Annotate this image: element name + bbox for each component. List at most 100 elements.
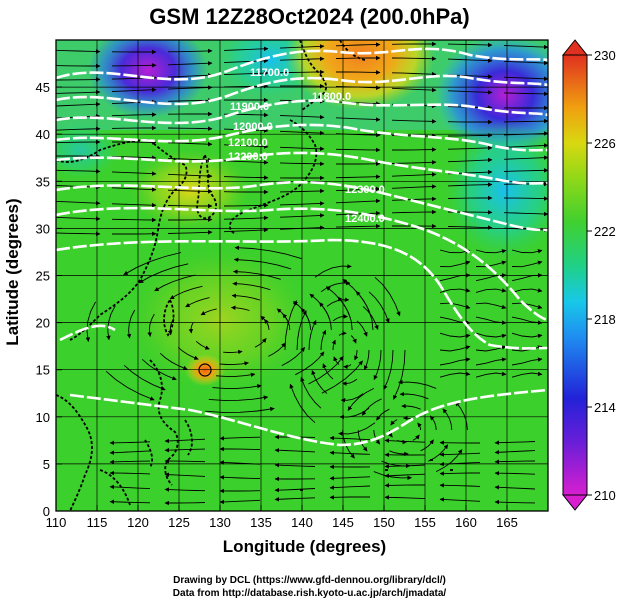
streamline — [309, 293, 331, 320]
streamline — [455, 401, 468, 431]
streamline — [511, 249, 543, 254]
streamline — [177, 346, 199, 360]
streamline — [308, 319, 317, 351]
y-axis-label: Latitude (degrees) — [3, 198, 22, 346]
streamline — [167, 73, 213, 78]
x-tick-label: 165 — [496, 515, 518, 530]
streamline — [230, 305, 250, 311]
streamline — [384, 438, 426, 443]
streamline — [105, 370, 155, 401]
streamline — [106, 305, 116, 341]
streamline — [447, 182, 493, 187]
streamline — [475, 288, 507, 293]
streamline — [233, 257, 292, 270]
coastline — [69, 139, 188, 341]
streamline — [335, 85, 381, 91]
streamline — [56, 102, 101, 107]
streamline — [399, 391, 429, 400]
streamline — [391, 87, 437, 93]
contour-label: 11700.0 — [250, 67, 289, 79]
streamline — [511, 316, 543, 325]
streamline — [185, 297, 210, 308]
streamline — [322, 363, 334, 380]
map-title: GSM 12Z28Oct2024 (200.0hPa) — [149, 4, 470, 29]
x-tick-label: 115 — [87, 515, 108, 530]
typhoon-center — [198, 363, 212, 377]
contour-labels: 11700.0 11800.0 11900.0 12000.0 12100.0 12200… — [228, 67, 385, 225]
coastline — [144, 439, 153, 469]
streamline — [234, 245, 302, 260]
height-contour — [56, 238, 548, 350]
y-tick-label: 20 — [36, 316, 50, 331]
streamline — [111, 112, 157, 117]
height-contour — [56, 123, 548, 152]
streamline — [503, 168, 548, 173]
streamline — [475, 302, 507, 310]
coastline — [56, 394, 93, 511]
streamline — [167, 98, 213, 103]
streamline — [219, 446, 261, 452]
streamline — [503, 44, 548, 50]
colorbar-tick-label: 218 — [594, 312, 616, 327]
y-tick-label: 45 — [36, 80, 50, 95]
streamline — [112, 140, 157, 145]
streamline — [439, 288, 471, 293]
streamline — [223, 227, 269, 233]
streamline — [494, 450, 536, 455]
streamline — [321, 360, 363, 394]
contour-label: 11900.0 — [230, 101, 269, 113]
streamline — [511, 273, 543, 282]
streamline — [503, 155, 548, 160]
y-tick-label: 30 — [36, 221, 50, 236]
streamline — [401, 403, 421, 410]
streamline — [188, 322, 194, 334]
coastline — [299, 40, 327, 111]
streamline — [167, 173, 213, 179]
contour-label: 11800.0 — [312, 91, 351, 103]
streamline — [391, 160, 437, 165]
colorbar: 210 214 218 222 226 230 — [561, 39, 616, 511]
streamline — [159, 352, 188, 370]
streamline — [111, 187, 157, 192]
streamline — [164, 447, 206, 453]
streamline — [167, 230, 213, 235]
streamline — [475, 316, 507, 325]
streamline — [314, 264, 352, 278]
streamline — [475, 260, 507, 268]
streamline — [361, 398, 382, 416]
streamline — [335, 117, 381, 122]
x-tick-label: 120 — [127, 515, 149, 530]
streamline — [281, 347, 306, 366]
streamline — [320, 280, 351, 293]
streamline — [335, 174, 381, 179]
colorbar-max-arrow — [561, 39, 589, 56]
streamline — [336, 70, 381, 75]
streamline — [223, 70, 269, 76]
streamline — [447, 90, 493, 95]
streamline — [439, 483, 481, 488]
streamline — [439, 497, 481, 502]
streamline — [363, 349, 370, 371]
x-tick-label: 155 — [414, 515, 436, 530]
streamline — [475, 332, 507, 339]
streamline — [383, 349, 394, 390]
streamline — [511, 332, 543, 339]
x-tick-label: 145 — [332, 515, 354, 530]
height-contour — [56, 47, 548, 81]
streamline — [362, 306, 379, 330]
height-contour — [69, 388, 548, 447]
streamline — [219, 475, 261, 480]
streamline — [475, 371, 507, 378]
colorbar-tick-label: 226 — [594, 136, 616, 151]
streamline — [219, 460, 261, 465]
streamline — [342, 378, 358, 386]
streamline — [376, 408, 390, 421]
streamline — [111, 87, 157, 93]
colorbar-tick-label: 230 — [594, 48, 616, 63]
streamline — [109, 440, 151, 446]
streamline — [223, 58, 269, 64]
streamline — [260, 315, 269, 327]
streamline — [511, 288, 543, 293]
height-contour — [56, 99, 548, 125]
streamline — [439, 302, 471, 310]
